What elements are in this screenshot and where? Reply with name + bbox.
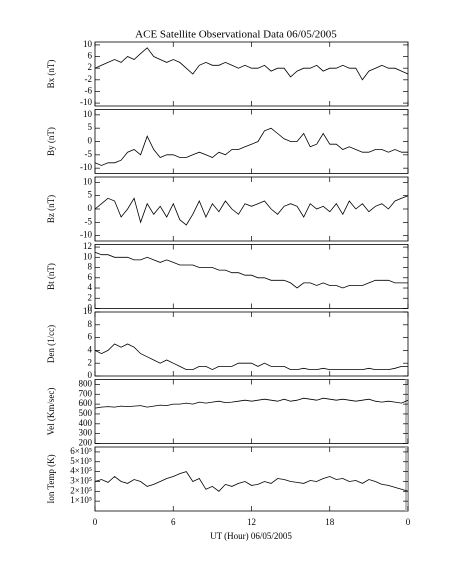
panel-frame: [94, 41, 409, 107]
y-axis-label: Bz (nT): [46, 195, 56, 223]
y-tick-label: 10: [83, 176, 93, 186]
y-tick-label: -5: [85, 216, 93, 226]
y-tick-label: 6: [88, 51, 93, 61]
data-line: [94, 195, 409, 226]
y-tick-label: 4×10⁵: [70, 466, 92, 476]
data-line: [94, 47, 409, 81]
y-tick-label: 12: [83, 241, 92, 251]
panel-frame: [94, 446, 409, 512]
y-tick-label: 700: [79, 388, 93, 398]
y-tick-label: -10: [80, 230, 92, 240]
x-axis-label: UT (Hour) 06/05/2005: [210, 531, 292, 541]
data-gap-bar: [405, 447, 408, 511]
y-tick-label: 600: [79, 398, 93, 408]
y-tick-label: 500: [79, 408, 93, 418]
y-tick-label: 0: [88, 370, 93, 380]
y-tick-label: 5: [88, 122, 93, 132]
data-line: [94, 397, 409, 409]
y-tick-label: 400: [79, 418, 93, 428]
y-tick-label: 10: [83, 109, 93, 119]
panel-frame: [94, 379, 409, 444]
y-tick-label: 6: [88, 332, 93, 342]
y-tick-label: 800: [79, 378, 93, 388]
data-line: [94, 127, 408, 166]
y-axis-label: Ion Temp (K): [46, 454, 56, 503]
y-tick-label: 2: [88, 292, 93, 302]
y-tick-label: -10: [80, 97, 92, 107]
panel-frame: [94, 109, 409, 174]
data-gap-bar: [405, 379, 408, 444]
panel-frame: [94, 311, 409, 377]
y-axis-label: Den (1/cc): [46, 325, 56, 363]
y-tick-label: -10: [80, 162, 92, 172]
y-tick-label: -5: [85, 149, 93, 159]
y-tick-label: 2: [88, 62, 93, 72]
y-tick-label: 2×10⁵: [70, 485, 92, 495]
y-tick-label: 2: [88, 357, 93, 367]
x-tick-label: 0: [406, 517, 411, 527]
x-tick-label: 18: [325, 517, 335, 527]
panel-frame: [94, 244, 409, 309]
y-tick-label: 5: [88, 190, 93, 200]
y-tick-label: 10: [83, 39, 93, 49]
chart-title: ACE Satellite Observational Data 06/05/2…: [135, 29, 337, 41]
y-tick-label: -2: [85, 74, 93, 84]
y-tick-label: 200: [79, 438, 93, 448]
data-line: [94, 471, 409, 492]
y-tick-label: 0: [88, 203, 93, 213]
x-tick-label: 0: [93, 517, 98, 527]
y-axis-label: By (nT): [46, 127, 56, 156]
y-tick-label: 10: [83, 306, 93, 316]
x-tick-label: 6: [171, 517, 176, 527]
y-tick-label: 0: [88, 303, 93, 313]
data-line: [94, 343, 408, 371]
y-tick-label: 0: [88, 136, 93, 146]
y-tick-label: 8: [88, 262, 93, 272]
y-tick-label: 10: [83, 251, 93, 261]
y-axis-label: Bx (nT): [46, 60, 56, 89]
x-tick-label: 12: [247, 517, 256, 527]
y-tick-label: 1×10⁵: [70, 495, 92, 505]
y-tick-label: -6: [85, 86, 93, 96]
y-tick-label: 6×10⁵: [70, 446, 92, 456]
y-tick-label: 5×10⁵: [70, 456, 92, 466]
y-tick-label: 4: [88, 282, 93, 292]
data-line: [94, 251, 408, 289]
y-tick-label: 4: [88, 344, 93, 354]
y-tick-label: 3×10⁵: [70, 476, 92, 486]
y-tick-label: 6: [88, 272, 93, 282]
y-axis-label: Vel (Km/sec): [46, 388, 56, 436]
y-tick-label: 300: [79, 428, 93, 438]
panel-frame: [94, 176, 409, 242]
y-axis-label: Bt (nT): [46, 263, 56, 290]
y-tick-label: 8: [88, 319, 93, 329]
